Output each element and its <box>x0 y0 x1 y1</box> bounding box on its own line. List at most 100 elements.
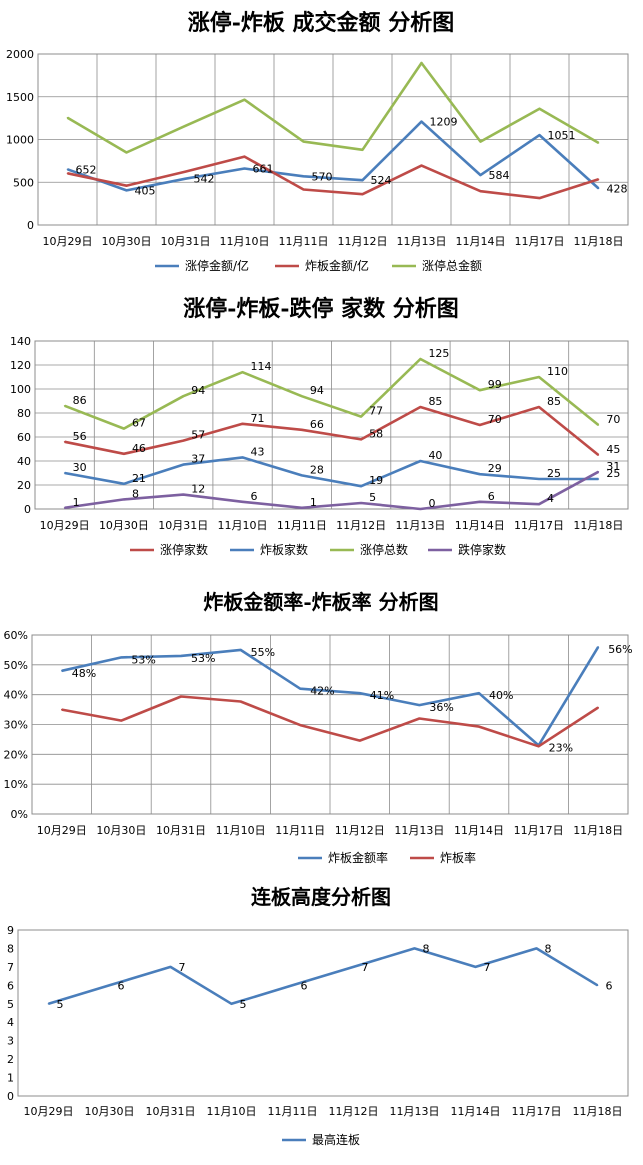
data-label: 12 <box>191 483 205 496</box>
x-tick-label: 11月13日 <box>395 519 445 532</box>
data-point <box>299 687 302 690</box>
x-tick-label: 11月11日 <box>268 1105 318 1118</box>
x-tick-label: 10月29日 <box>24 1105 74 1118</box>
data-point <box>302 175 305 178</box>
y-tick-label: 80 <box>17 407 31 420</box>
data-label: 85 <box>547 395 561 408</box>
x-tick-label: 11月10日 <box>218 519 268 532</box>
legend-label: 涨停总金额 <box>422 258 482 273</box>
series-line <box>48 947 599 1006</box>
data-label: 40% <box>489 689 513 702</box>
legend-label: 炸板金额/亿 <box>305 258 369 273</box>
data-point <box>241 371 244 373</box>
data-point <box>63 441 66 443</box>
data-point <box>597 646 599 648</box>
data-label: 37 <box>191 453 205 466</box>
series-line <box>64 357 600 430</box>
data-point <box>180 695 182 698</box>
data-point <box>420 120 423 123</box>
x-tick-label: 10月31日 <box>158 519 208 532</box>
x-tick-label: 11月12日 <box>338 235 388 248</box>
y-tick-label: 50% <box>4 659 28 672</box>
y-tick-label: 0 <box>24 503 31 516</box>
data-point <box>597 454 600 456</box>
x-tick-label: 11月14日 <box>455 519 505 532</box>
chart-title: 涨停-炸板-跌停 家数 分析图 <box>183 296 459 322</box>
data-label: 7 <box>484 961 491 974</box>
data-label: 56 <box>73 430 87 443</box>
y-tick-label: 5 <box>7 998 14 1011</box>
data-label: 428 <box>607 182 628 195</box>
data-label: 542 <box>194 173 215 186</box>
data-point <box>535 947 538 950</box>
x-tick-label: 10月29日 <box>40 519 90 532</box>
y-tick-label: 9 <box>7 924 14 937</box>
y-tick-label: 10% <box>4 778 28 791</box>
data-point <box>361 193 364 196</box>
data-point <box>418 717 421 720</box>
x-tick-label: 10月30日 <box>96 824 146 837</box>
data-point <box>63 405 66 407</box>
data-label: 66 <box>310 418 324 431</box>
x-tick-label: 11月11日 <box>279 235 329 248</box>
data-point <box>184 125 187 127</box>
data-point <box>479 140 482 143</box>
x-tick-label: 10月31日 <box>146 1105 196 1118</box>
y-tick-label: 3 <box>7 1035 14 1048</box>
data-point <box>419 460 422 462</box>
data-label: 584 <box>489 169 510 182</box>
turnover-chart: 涨停-炸板 成交金额 分析图 0 500 1000 1500 2000 10月29日 10月3… <box>6 10 629 273</box>
data-point <box>538 197 541 199</box>
data-label: 77 <box>369 405 383 418</box>
plot-area <box>17 929 629 1097</box>
data-label: 661 <box>253 162 274 175</box>
height-chart-panel: 连板高度分析图 0 1 2 3 4 5 6 7 8 9 10月29日 10月30日 10月31日 11月10… <box>0 880 643 1165</box>
data-point <box>182 395 185 397</box>
x-tick-label: 10月30日 <box>99 519 149 532</box>
x-tick-label: 11月14日 <box>454 824 504 837</box>
data-label: 405 <box>135 184 156 197</box>
data-point <box>63 472 66 474</box>
data-label: 7 <box>362 961 369 974</box>
chart-title: 涨停-炸板 成交金额 分析图 <box>188 10 454 36</box>
data-point <box>360 415 362 418</box>
x-tick-label: 11月18日 <box>574 235 624 248</box>
data-point <box>120 719 123 722</box>
data-point <box>182 439 185 442</box>
data-point <box>302 140 305 143</box>
data-point <box>419 508 422 510</box>
series-line <box>64 470 600 511</box>
data-point <box>184 177 187 180</box>
data-point <box>61 708 63 711</box>
data-point <box>537 745 540 748</box>
data-point <box>596 984 599 987</box>
x-tick-label: 11月17日 <box>512 1105 562 1118</box>
x-tick-label: 11月11日 <box>277 519 327 532</box>
data-point <box>359 692 361 694</box>
data-point <box>239 649 242 651</box>
x-tick-label: 11月18日 <box>573 1105 623 1118</box>
series-line <box>64 405 600 457</box>
legend-label: 涨停总数 <box>360 542 408 557</box>
data-point <box>352 966 355 968</box>
y-tick-label: 6 <box>7 979 14 992</box>
data-label: 70 <box>606 413 620 426</box>
x-tick-label: 11月13日 <box>397 235 447 248</box>
data-point <box>241 456 244 459</box>
data-point <box>478 725 480 728</box>
data-point <box>125 184 128 187</box>
legend-label: 炸板金额率 <box>328 850 388 865</box>
data-point <box>361 179 364 181</box>
y-tick-label: 40% <box>4 689 28 702</box>
data-point <box>478 389 481 391</box>
data-label: 6 <box>301 979 308 992</box>
y-tick-label: 20 <box>17 479 31 492</box>
data-point <box>180 655 182 657</box>
x-tick-label: 11月12日 <box>335 824 385 837</box>
data-label: 58 <box>369 427 383 440</box>
turnover-chart-panel: 涨停-炸板 成交金额 分析图 0 500 1000 1500 2000 10月29日 10月3… <box>0 0 643 280</box>
data-label: 43 <box>251 445 265 458</box>
series-line <box>61 646 600 747</box>
data-point <box>301 429 303 431</box>
